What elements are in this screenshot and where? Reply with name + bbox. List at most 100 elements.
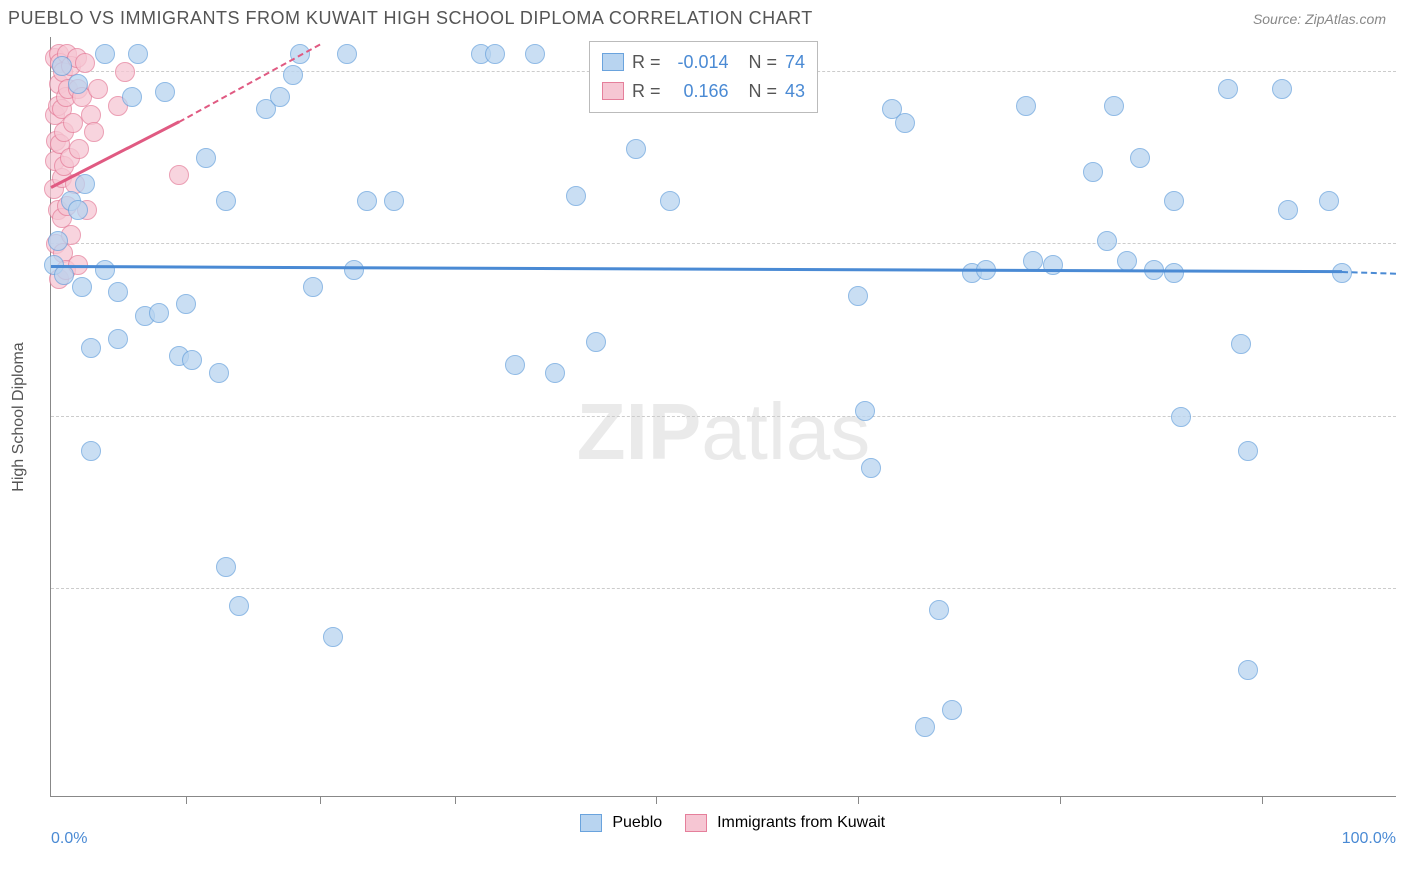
scatter-point-series1 — [1231, 334, 1251, 354]
legend-swatch-1 — [580, 814, 602, 832]
scatter-point-series1 — [270, 87, 290, 107]
scatter-point-series1 — [68, 74, 88, 94]
scatter-point-series2 — [69, 139, 89, 159]
bottom-legend: Pueblo Immigrants from Kuwait — [51, 814, 1396, 832]
x-tick — [1060, 796, 1061, 804]
scatter-point-series1 — [626, 139, 646, 159]
scatter-point-series1 — [357, 191, 377, 211]
scatter-point-series1 — [861, 458, 881, 478]
legend-label-1: Pueblo — [612, 814, 662, 831]
scatter-point-series1 — [81, 338, 101, 358]
watermark: ZIPatlas — [577, 386, 870, 478]
scatter-point-series2 — [169, 165, 189, 185]
scatter-point-series1 — [1238, 441, 1258, 461]
scatter-point-series1 — [1332, 263, 1352, 283]
scatter-point-series1 — [1117, 251, 1137, 271]
scatter-point-series1 — [149, 303, 169, 323]
stats-swatch — [602, 53, 624, 71]
stats-row-series1: R = -0.014 N =74 — [602, 48, 805, 77]
stats-r-value: 0.166 — [669, 77, 729, 106]
x-tick — [320, 796, 321, 804]
scatter-plot: High School Diploma ZIPatlas 0.0% 100.0%… — [50, 37, 1396, 797]
scatter-point-series1 — [108, 282, 128, 302]
scatter-point-series1 — [1171, 407, 1191, 427]
scatter-point-series1 — [216, 557, 236, 577]
stats-r-value: -0.014 — [669, 48, 729, 77]
scatter-point-series1 — [303, 277, 323, 297]
stats-n-value: 43 — [785, 77, 805, 106]
chart-title: PUEBLO VS IMMIGRANTS FROM KUWAIT HIGH SC… — [8, 8, 813, 29]
scatter-point-series1 — [942, 700, 962, 720]
scatter-point-series2 — [115, 62, 135, 82]
scatter-point-series1 — [1016, 96, 1036, 116]
scatter-point-series1 — [1104, 96, 1124, 116]
scatter-point-series1 — [1130, 148, 1150, 168]
scatter-point-series1 — [1164, 191, 1184, 211]
scatter-point-series1 — [1164, 263, 1184, 283]
y-axis-label: High School Diploma — [10, 342, 28, 491]
legend-swatch-2 — [685, 814, 707, 832]
scatter-point-series1 — [848, 286, 868, 306]
scatter-point-series1 — [384, 191, 404, 211]
scatter-point-series1 — [68, 200, 88, 220]
x-tick — [186, 796, 187, 804]
scatter-point-series1 — [1218, 79, 1238, 99]
stats-n-value: 74 — [785, 48, 805, 77]
scatter-point-series1 — [566, 186, 586, 206]
scatter-point-series1 — [95, 260, 115, 280]
scatter-point-series1 — [48, 231, 68, 251]
x-tick — [1262, 796, 1263, 804]
stats-swatch — [602, 82, 624, 100]
scatter-point-series1 — [337, 44, 357, 64]
scatter-point-series1 — [915, 717, 935, 737]
stats-row-series2: R = 0.166 N =43 — [602, 77, 805, 106]
x-tick — [455, 796, 456, 804]
gridline-h — [51, 588, 1396, 589]
scatter-point-series1 — [229, 596, 249, 616]
scatter-point-series1 — [216, 191, 236, 211]
scatter-point-series1 — [128, 44, 148, 64]
x-tick — [656, 796, 657, 804]
x-tick — [858, 796, 859, 804]
scatter-point-series1 — [855, 401, 875, 421]
scatter-point-series1 — [525, 44, 545, 64]
scatter-point-series1 — [196, 148, 216, 168]
scatter-point-series1 — [81, 441, 101, 461]
scatter-point-series1 — [545, 363, 565, 383]
scatter-point-series1 — [485, 44, 505, 64]
scatter-point-series1 — [323, 627, 343, 647]
stats-n-label: N = — [749, 77, 778, 106]
scatter-point-series1 — [660, 191, 680, 211]
scatter-point-series1 — [1272, 79, 1292, 99]
scatter-point-series1 — [1238, 660, 1258, 680]
gridline-h — [51, 416, 1396, 417]
gridline-h — [51, 243, 1396, 244]
scatter-point-series2 — [75, 53, 95, 73]
scatter-point-series1 — [122, 87, 142, 107]
source-label: Source: ZipAtlas.com — [1253, 11, 1386, 27]
stats-r-label: R = — [632, 77, 661, 106]
scatter-point-series1 — [344, 260, 364, 280]
stats-n-label: N = — [749, 48, 778, 77]
scatter-point-series1 — [176, 294, 196, 314]
stats-box: R = -0.014 N =74 R = 0.166 N =43 — [589, 41, 818, 113]
scatter-point-series1 — [895, 113, 915, 133]
scatter-point-series1 — [209, 363, 229, 383]
scatter-point-series1 — [1083, 162, 1103, 182]
scatter-point-series1 — [155, 82, 175, 102]
stats-r-label: R = — [632, 48, 661, 77]
scatter-point-series1 — [182, 350, 202, 370]
scatter-point-series1 — [52, 56, 72, 76]
scatter-point-series1 — [283, 65, 303, 85]
scatter-point-series1 — [72, 277, 92, 297]
scatter-point-series1 — [108, 329, 128, 349]
scatter-point-series1 — [1319, 191, 1339, 211]
scatter-point-series1 — [929, 600, 949, 620]
scatter-point-series2 — [63, 113, 83, 133]
scatter-point-series1 — [586, 332, 606, 352]
x-axis-max-label: 100.0% — [1342, 830, 1396, 848]
scatter-point-series1 — [505, 355, 525, 375]
trendline-series2-ext — [178, 44, 320, 123]
scatter-point-series1 — [75, 174, 95, 194]
scatter-point-series2 — [88, 79, 108, 99]
